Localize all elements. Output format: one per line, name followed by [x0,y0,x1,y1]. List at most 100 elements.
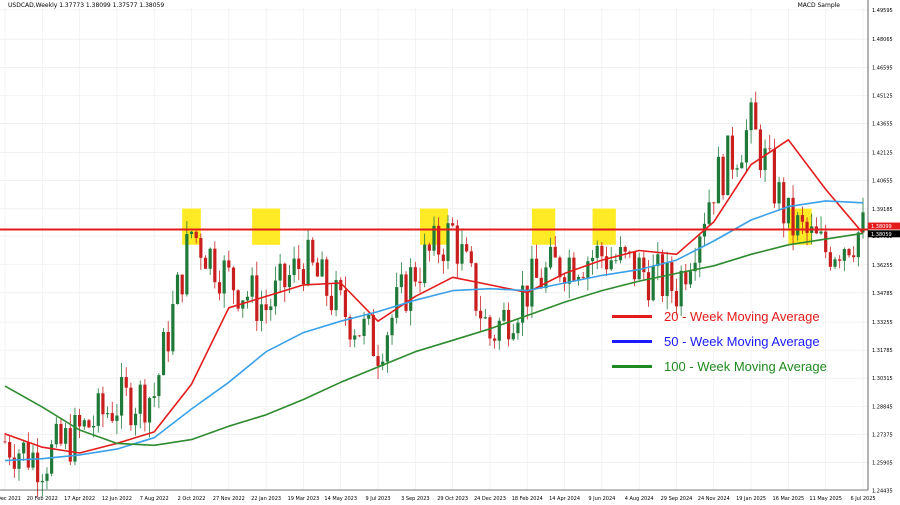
price-tag-label: 1.38059 [871,232,892,238]
candle-body [138,384,142,414]
y-tick-label: 1.24435 [872,488,893,494]
legend-label-ma20: 20 - Week Moving Average [664,309,820,324]
legend-swatch-ma20 [612,315,652,318]
candle-body [297,258,301,270]
candle-body [707,202,711,224]
x-tick-label: 20 Feb 2022 [27,496,58,502]
candle-body [325,259,329,296]
candle-body [539,277,543,289]
highlight-zone [252,208,281,245]
candle-body [651,266,655,301]
candle-body [26,442,30,468]
price-tag-box [868,230,900,238]
candle-body [371,315,375,357]
candle-body [105,413,110,415]
candle-body [782,182,786,224]
candle-body [432,225,436,251]
y-tick-label: 1.43655 [872,121,893,127]
candle-body [110,413,114,421]
x-tick-label: 17 Apr 2022 [64,496,95,502]
candle-body [381,361,385,366]
x-tick-label: 9 Jun 2024 [588,496,615,502]
grid [0,8,868,491]
candle-body [185,234,189,295]
price-tag-label: 1.38099 [871,224,892,230]
candle-body [861,212,865,233]
candle-body [842,249,846,261]
candle-body [283,263,287,288]
candle-body [17,453,21,469]
y-tick-label: 1.36255 [872,263,893,269]
candle-body [740,162,744,169]
y-tick-label: 1.42125 [872,151,893,157]
x-tick-label: 9 Jul 2023 [365,496,390,502]
highlight-zone [531,208,556,245]
candle-body [343,290,348,318]
candle-body [437,225,441,255]
price-tags: 1.38099 1.38059 [868,222,900,238]
legend-item-ma50: 50 - Week Moving Average [612,334,820,349]
y-tick-label: 1.45125 [872,93,893,99]
candle-body [679,270,683,307]
candle-body [511,333,515,340]
candle-body [483,317,487,319]
candle-body [838,259,842,261]
candle-body [637,257,641,280]
x-tick-label: 2 Oct 2022 [178,496,206,502]
candle-body [609,260,613,270]
candle-body [278,263,282,281]
x-tick-label: 4 Aug 2024 [625,496,654,502]
candle-body [399,274,403,288]
candle-body [548,246,553,268]
candle-body [339,280,343,291]
candle-body [446,223,450,262]
x-tick-label: 26 Dec 2021 [0,496,21,502]
candle-body [143,384,147,423]
candle-body [101,393,105,415]
candle-body [544,267,548,289]
candle-body [534,258,539,278]
y-tick-label: 1.25905 [872,460,893,466]
x-tick-label: 11 May 2025 [809,496,842,502]
candle-body [385,335,389,362]
candle-body [525,285,529,307]
candle-body [465,244,469,252]
candle-body [22,442,26,454]
y-tick-label: 1.28845 [872,404,893,410]
y-tick-label: 1.34785 [872,291,893,297]
candle-body [553,246,557,258]
candle-body [357,335,361,337]
candle-body [236,290,240,309]
candle-body [353,335,357,340]
moving-average-lines [4,139,864,462]
candle-body [721,156,725,196]
candle-body [367,315,371,319]
candle-body [805,221,809,233]
candle-body [670,262,674,291]
candle-body [171,304,175,352]
candle-body [507,309,511,340]
candle-body [493,338,497,341]
candle-body [348,317,352,340]
candle-body [572,257,576,281]
candle-body [423,244,427,284]
candle-body [520,285,525,323]
x-tick-label: 29 Sep 2024 [661,496,693,502]
x-tick-label: 19 Mar 2023 [288,496,320,502]
candle-body [595,245,599,258]
candle-body [301,269,306,285]
candle-body [576,276,581,281]
candle-body [488,317,492,339]
candle-body [856,232,860,258]
candle-body [763,148,767,171]
candle-body [427,244,431,251]
candle-body [614,260,618,262]
y-tick-label: 1.39185 [872,207,893,213]
candle-body [78,414,82,427]
candle-body [758,129,763,171]
candle-body [133,413,138,426]
candle-body [674,290,679,307]
candle-body [600,245,604,257]
candle-body [530,258,534,307]
